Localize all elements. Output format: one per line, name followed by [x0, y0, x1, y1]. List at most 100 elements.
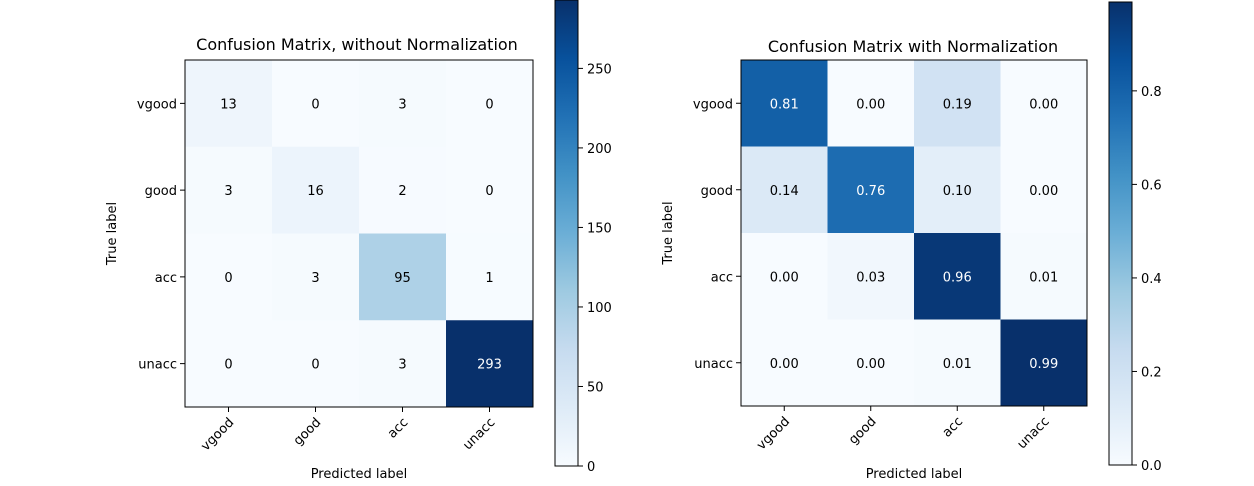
y-tick-label: vgood	[137, 97, 177, 112]
x-axis-label: Predicted label	[311, 467, 408, 482]
cell-value-label: 0.00	[1029, 184, 1058, 199]
x-tick-label: good	[846, 414, 880, 448]
heatmap-cell	[446, 60, 534, 148]
cell-value-label: 0	[485, 184, 493, 199]
heatmap-cell	[1000, 319, 1088, 407]
cell-value-label: 3	[311, 271, 319, 286]
cell-value-label: 0.76	[856, 184, 885, 199]
cell-value-label: 0.00	[1029, 97, 1058, 112]
colorbar-gradient	[554, 0, 579, 467]
heatmap-cell	[914, 60, 1001, 147]
y-axis-label: True label	[661, 201, 676, 265]
colorbar-tick-label: 0.8	[1141, 85, 1162, 100]
cell-value-label: 0.00	[856, 97, 885, 112]
x-tick-label: vgood	[754, 414, 793, 453]
y-tick-label: unacc	[694, 357, 733, 372]
plot-frame	[740, 59, 1088, 407]
heatmap-cells: 0.81 0.00 0.19 0.00 0.14 0.76 0.10 0.00 0.00 0.03…	[741, 60, 1088, 407]
cell-value-label: 0	[224, 358, 232, 373]
cell-value-label: 0.00	[856, 357, 885, 372]
cell-value-label: 0.96	[943, 270, 972, 285]
colorbar-tick-label: 0.6	[1141, 178, 1162, 193]
heatmap-cell	[827, 146, 915, 234]
y-tick-label: good	[701, 184, 733, 199]
heatmap-cell	[185, 146, 273, 234]
cell-value-label: 13	[220, 97, 237, 112]
heatmap-cell	[914, 319, 1001, 407]
heatmap-cell	[827, 319, 915, 407]
cell-value-label: 1	[485, 271, 493, 286]
y-tick-label: good	[145, 184, 177, 199]
x-tick-label: acc	[385, 415, 411, 441]
heatmap-cell	[359, 146, 447, 234]
cell-value-label: 0.81	[770, 97, 799, 112]
colorbar: 0.0 0.2 0.4 0.6 0.8	[1108, 1, 1162, 474]
heatmap-cell	[741, 60, 828, 147]
heatmap-cell	[741, 233, 828, 320]
cell-value-label: 0	[311, 97, 319, 112]
x-axis-label: Predicted label	[866, 467, 963, 482]
y-tick-label: acc	[711, 270, 733, 285]
cell-value-label: 0	[224, 271, 232, 286]
cell-value-label: 3	[224, 184, 232, 199]
y-tick-label: vgood	[693, 97, 733, 112]
cell-value-label: 0.99	[1029, 357, 1058, 372]
cell-value-label: 16	[307, 184, 324, 199]
confusion-matrix-panel-2: 0.81 0.00 0.19 0.00 0.14 0.76 0.10 0.00 0.00 0.03…	[661, 1, 1162, 482]
cell-value-label: 2	[398, 184, 406, 199]
plot-frame	[184, 59, 534, 408]
heatmap-cells: 13 0 3 0 3 16 2 0 0 3 95 1 0 0 3 293	[185, 60, 534, 408]
heatmap-cell	[827, 233, 915, 320]
chart-title: Confusion Matrix with Normalization	[768, 37, 1058, 56]
heatmap-cell	[1000, 60, 1088, 147]
cell-value-label: 293	[477, 358, 502, 373]
colorbar-tick-label: 0.4	[1141, 272, 1162, 287]
cell-value-label: 0.01	[943, 357, 972, 372]
heatmap-cell	[741, 146, 828, 234]
heatmap-cell	[1000, 233, 1088, 320]
heatmap-cell	[914, 233, 1001, 320]
heatmap-cell	[272, 233, 360, 321]
colorbar-tick-label: 250	[587, 62, 612, 77]
heatmap-cell	[446, 146, 534, 234]
cell-value-label: 3	[398, 358, 406, 373]
heatmap-cell	[446, 233, 534, 321]
y-tick-label: unacc	[138, 358, 177, 373]
heatmap-cell	[359, 60, 447, 148]
heatmap-cell	[185, 60, 273, 148]
colorbar-tick-label: 0.2	[1141, 365, 1162, 380]
x-tick-label: unacc	[1015, 414, 1053, 452]
heatmap-cell	[359, 233, 447, 321]
colorbar-tick-label: 0	[587, 460, 595, 475]
colorbar-tick-label: 100	[587, 301, 612, 316]
heatmap-cell	[1000, 146, 1088, 234]
cell-value-label: 0.01	[1029, 270, 1058, 285]
heatmap-cell	[914, 146, 1001, 234]
y-tick-label: acc	[155, 271, 177, 286]
heatmap-cell	[272, 60, 360, 148]
cell-value-label: 0.19	[943, 97, 972, 112]
colorbar-tick-label: 50	[587, 380, 604, 395]
colorbar: 0 50 100 150 200 250	[554, 0, 612, 475]
x-tick-label: good	[291, 415, 325, 449]
x-tick-label: acc	[940, 414, 966, 440]
cell-value-label: 0	[311, 358, 319, 373]
heatmap-cell	[272, 320, 360, 408]
cell-value-label: 3	[398, 97, 406, 112]
x-tick-label: unacc	[460, 415, 498, 453]
heatmap-cell	[272, 146, 360, 234]
heatmap-cell	[827, 60, 915, 147]
colorbar-tick-label: 0.0	[1141, 459, 1162, 474]
colorbar-tick-label: 200	[587, 142, 612, 157]
heatmap-cell	[185, 233, 273, 321]
heatmap-cell	[741, 319, 828, 407]
heatmap-cell	[359, 320, 447, 408]
cell-value-label: 0	[485, 97, 493, 112]
heatmap-cell	[446, 320, 534, 408]
cell-value-label: 95	[394, 271, 411, 286]
x-tick-label: vgood	[198, 415, 237, 454]
heatmap-cell	[185, 320, 273, 408]
cell-value-label: 0.00	[770, 357, 799, 372]
